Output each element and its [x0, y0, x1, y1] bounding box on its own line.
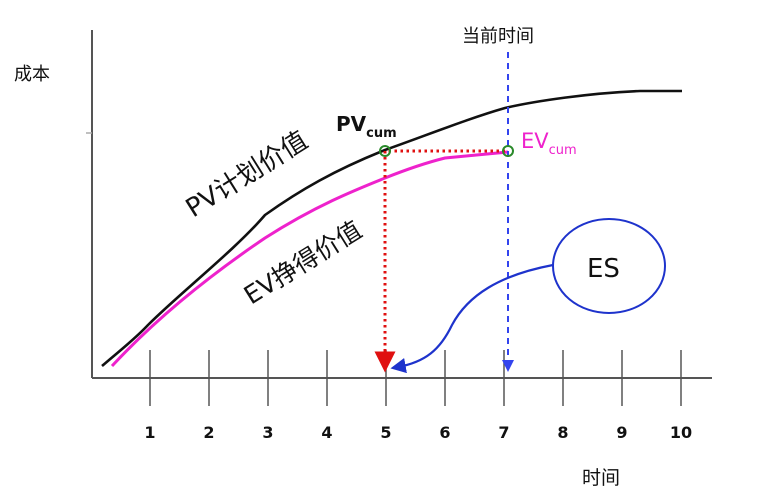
pv-cum-main: PV — [336, 112, 367, 136]
x-tick-label: 2 — [203, 423, 214, 442]
x-tick-label: 3 — [262, 423, 273, 442]
pv-curve-label: PV计划价值 — [181, 126, 313, 224]
x-tick-label: 1 — [144, 423, 155, 442]
ev-curve-label: EV挣得价值 — [239, 215, 367, 310]
x-tick-label: 9 — [616, 423, 627, 442]
ev-cum-main: EV — [521, 129, 549, 153]
ev-cum-point — [502, 145, 514, 157]
ev-cum-sub: cum — [549, 143, 577, 158]
y-axis-label: 成本 — [14, 64, 50, 85]
pv-curve — [101, 89, 682, 367]
x-axis-ticks: 1 2 3 4 5 6 7 8 9 10 — [144, 350, 692, 442]
ev-curve — [110, 150, 509, 368]
pv-cum-label: PVcum — [336, 112, 397, 141]
x-tick-label: 8 — [557, 423, 568, 442]
x-tick-label: 6 — [439, 423, 450, 442]
es-label: ES — [587, 254, 620, 284]
current-time-label: 当前时间 — [462, 26, 534, 47]
x-tick-label: 4 — [321, 423, 332, 442]
pv-cum-point — [379, 145, 391, 157]
x-tick-label: 7 — [498, 423, 509, 442]
es-arrow — [390, 263, 554, 374]
x-axis-label: 时间 — [582, 467, 620, 489]
ev-cum-label: EVcum — [521, 129, 577, 158]
x-tick-label: 5 — [380, 423, 391, 442]
pv-cum-sub: cum — [366, 126, 397, 141]
x-tick-label: 10 — [670, 423, 692, 442]
